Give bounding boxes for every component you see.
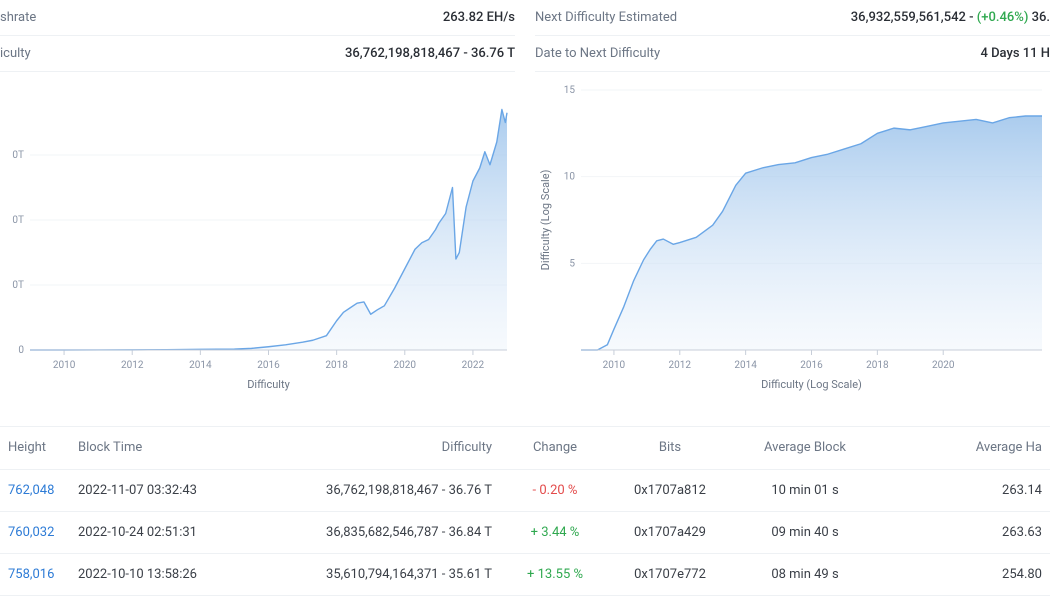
cell-diff: 35,610,794,164,371 - 35.61 T	[240, 553, 500, 595]
svg-text:2014: 2014	[734, 360, 757, 371]
svg-text:0: 0	[18, 345, 24, 356]
svg-text:2020: 2020	[932, 360, 955, 371]
stats-and-charts: shrate 263.82 EH/s iculty 36,762,198,818…	[0, 0, 1050, 420]
col-header-avgblock[interactable]: Average Block	[730, 427, 880, 469]
stat-next-difficulty: Next Difficulty Estimated 36,932,559,561…	[535, 0, 1050, 36]
cell-height[interactable]: 762,048	[0, 469, 70, 511]
cell-bits: 0x1707a429	[610, 511, 730, 553]
difficulty-table: Height Block Time Difficulty Change Bits…	[0, 426, 1050, 596]
chart-difficulty-linear[interactable]: 0 0T 0T 0T 2010 2012 2014 2016 2018 2020 2022 Diffi…	[0, 82, 515, 402]
svg-text:2014: 2014	[189, 360, 212, 371]
svg-text:2018: 2018	[325, 360, 348, 371]
cell-height[interactable]: 760,032	[0, 511, 70, 553]
value-suffix: 36.	[1028, 10, 1050, 25]
value-pct: (+0.46%)	[977, 10, 1029, 25]
svg-text:Difficulty (Log Scale): Difficulty (Log Scale)	[761, 378, 862, 391]
stat-label: Date to Next Difficulty	[535, 46, 660, 61]
cell-avgblock: 09 min 40 s	[730, 511, 880, 553]
table-header-row: Height Block Time Difficulty Change Bits…	[0, 427, 1050, 469]
table-row[interactable]: 758,0162022-10-10 13:58:2635,610,794,164…	[0, 553, 1050, 595]
svg-text:0T: 0T	[12, 150, 24, 161]
cell-time: 2022-11-07 03:32:43	[70, 469, 240, 511]
value-plain: 36,932,559,561,542 -	[851, 10, 977, 25]
stat-hashrate: shrate 263.82 EH/s	[0, 0, 515, 36]
cell-change: + 13.55 %	[500, 553, 610, 595]
col-header-change[interactable]: Change	[500, 427, 610, 469]
cell-bits: 0x1707a812	[610, 469, 730, 511]
svg-text:5: 5	[569, 258, 575, 269]
col-header-avghash[interactable]: Average Ha	[880, 427, 1050, 469]
cell-avghash: 263.14	[880, 469, 1050, 511]
table-row[interactable]: 760,0322022-10-24 02:51:3136,835,682,546…	[0, 511, 1050, 553]
svg-text:2016: 2016	[800, 360, 823, 371]
panel-next-difficulty: Next Difficulty Estimated 36,932,559,561…	[525, 0, 1050, 420]
difficulty-history-table: Height Block Time Difficulty Change Bits…	[0, 427, 1050, 596]
svg-text:Difficulty (Log Scale): Difficulty (Log Scale)	[539, 169, 552, 270]
cell-time: 2022-10-24 02:51:31	[70, 511, 240, 553]
cell-change: - 0.20 %	[500, 469, 610, 511]
svg-text:10: 10	[564, 172, 576, 183]
svg-text:2022: 2022	[462, 360, 485, 371]
stat-label: Next Difficulty Estimated	[535, 10, 677, 25]
stat-value: 4 Days 11 H	[980, 46, 1050, 61]
svg-text:0T: 0T	[12, 280, 24, 291]
cell-diff: 36,835,682,546,787 - 36.84 T	[240, 511, 500, 553]
cell-avgblock: 10 min 01 s	[730, 469, 880, 511]
svg-text:2020: 2020	[394, 360, 417, 371]
cell-avgblock: 08 min 49 s	[730, 553, 880, 595]
svg-text:2010: 2010	[603, 360, 626, 371]
cell-diff: 36,762,198,818,467 - 36.76 T	[240, 469, 500, 511]
stat-label: iculty	[0, 46, 31, 61]
stat-date-next: Date to Next Difficulty 4 Days 11 H	[535, 36, 1050, 72]
cell-height[interactable]: 758,016	[0, 553, 70, 595]
svg-text:0T: 0T	[12, 215, 24, 226]
col-header-time[interactable]: Block Time	[70, 427, 240, 469]
svg-text:2016: 2016	[257, 360, 280, 371]
col-header-diff[interactable]: Difficulty	[240, 427, 500, 469]
cell-time: 2022-10-10 13:58:26	[70, 553, 240, 595]
cell-change: + 3.44 %	[500, 511, 610, 553]
cell-avghash: 254.80	[880, 553, 1050, 595]
stat-label: shrate	[0, 10, 36, 25]
cell-bits: 0x1707e772	[610, 553, 730, 595]
svg-text:2012: 2012	[669, 360, 692, 371]
col-header-height[interactable]: Height	[0, 427, 70, 469]
svg-text:2012: 2012	[121, 360, 144, 371]
stat-difficulty: iculty 36,762,198,818,467 - 36.76 T	[0, 36, 515, 72]
stat-value: 36,932,559,561,542 - (+0.46%) 36.	[851, 10, 1050, 25]
cell-avghash: 263.63	[880, 511, 1050, 553]
chart-difficulty-log[interactable]: 5 10 15 2010 2012 2014 2016 2018 2020 Difficulty …	[535, 82, 1050, 402]
svg-text:15: 15	[564, 85, 576, 96]
stat-value: 263.82 EH/s	[443, 10, 515, 25]
panel-hashrate-difficulty: shrate 263.82 EH/s iculty 36,762,198,818…	[0, 0, 525, 420]
svg-text:2018: 2018	[866, 360, 889, 371]
svg-text:2010: 2010	[53, 360, 76, 371]
col-header-bits[interactable]: Bits	[610, 427, 730, 469]
table-row[interactable]: 762,0482022-11-07 03:32:4336,762,198,818…	[0, 469, 1050, 511]
svg-text:Difficulty: Difficulty	[247, 378, 290, 391]
stat-value: 36,762,198,818,467 - 36.76 T	[345, 46, 515, 61]
